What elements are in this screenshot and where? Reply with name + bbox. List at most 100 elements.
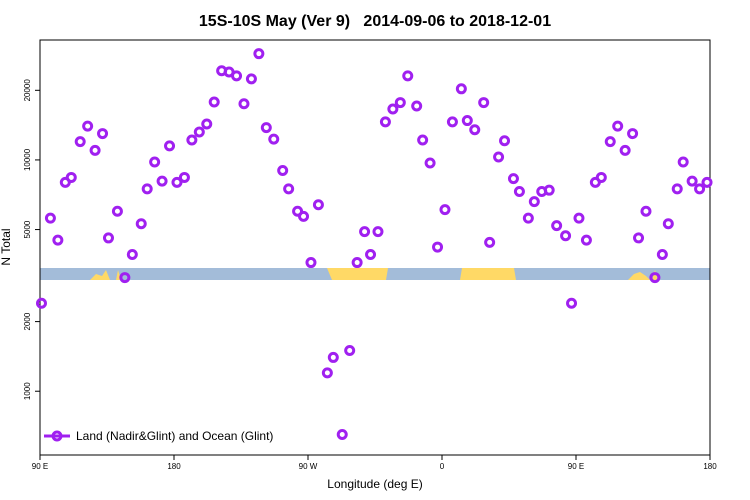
point bbox=[102, 232, 114, 244]
y-axis-title: N Total bbox=[0, 228, 13, 265]
point bbox=[507, 173, 519, 185]
point bbox=[528, 196, 540, 208]
point bbox=[394, 97, 406, 109]
point bbox=[253, 48, 265, 60]
y-tick-label: 5000 bbox=[23, 220, 32, 238]
x-tick-label: 0 bbox=[440, 462, 445, 471]
point bbox=[156, 175, 168, 187]
point bbox=[193, 126, 205, 138]
point bbox=[455, 83, 467, 95]
point bbox=[560, 230, 572, 242]
point bbox=[387, 103, 399, 115]
point bbox=[417, 134, 429, 146]
point bbox=[126, 249, 138, 261]
point bbox=[595, 171, 607, 183]
point bbox=[439, 204, 451, 216]
point bbox=[111, 205, 123, 217]
point bbox=[119, 272, 131, 284]
point bbox=[312, 199, 324, 211]
point bbox=[656, 249, 668, 261]
point bbox=[446, 116, 458, 128]
legend-marker bbox=[51, 430, 63, 442]
point bbox=[411, 100, 423, 112]
point bbox=[566, 297, 578, 309]
point bbox=[149, 156, 161, 168]
point bbox=[478, 97, 490, 109]
point bbox=[424, 157, 436, 169]
point bbox=[619, 144, 631, 156]
point bbox=[208, 96, 220, 108]
land-ocean-strip bbox=[40, 268, 710, 280]
point bbox=[686, 175, 698, 187]
y-tick-label: 1000 bbox=[23, 382, 32, 400]
point bbox=[551, 220, 563, 232]
point bbox=[238, 98, 250, 110]
legend-label: Land (Nadir&Glint) and Ocean (Glint) bbox=[76, 429, 273, 443]
point bbox=[171, 176, 183, 188]
point bbox=[135, 218, 147, 230]
x-tick-label: 90 E bbox=[32, 462, 48, 471]
point bbox=[89, 144, 101, 156]
point bbox=[277, 165, 289, 177]
point bbox=[379, 116, 391, 128]
point bbox=[245, 73, 257, 85]
point bbox=[612, 120, 624, 132]
point bbox=[305, 257, 317, 269]
point bbox=[604, 136, 616, 148]
point bbox=[178, 171, 190, 183]
x-tick-label: 90 W bbox=[299, 462, 318, 471]
point bbox=[694, 183, 706, 195]
x-tick-label: 90 E bbox=[568, 462, 584, 471]
point bbox=[52, 234, 64, 246]
point bbox=[321, 367, 333, 379]
point bbox=[74, 136, 86, 148]
x-tick-label: 180 bbox=[703, 462, 717, 471]
point bbox=[268, 133, 280, 145]
plot-frame bbox=[39, 39, 711, 456]
point bbox=[633, 232, 645, 244]
marks bbox=[35, 48, 713, 440]
point bbox=[402, 70, 414, 82]
point bbox=[97, 128, 109, 140]
point bbox=[344, 344, 356, 356]
point bbox=[372, 226, 384, 238]
point bbox=[484, 236, 496, 248]
point bbox=[662, 218, 674, 230]
y-tick-label: 10000 bbox=[23, 148, 32, 171]
point bbox=[493, 151, 505, 163]
y-tick-label: 2000 bbox=[23, 312, 32, 330]
point bbox=[260, 122, 272, 134]
x-axis-title: Longitude (deg E) bbox=[327, 477, 422, 491]
point bbox=[627, 128, 639, 140]
y-tick-label: 20000 bbox=[23, 79, 32, 102]
point bbox=[292, 205, 304, 217]
point bbox=[327, 351, 339, 363]
point bbox=[35, 297, 47, 309]
point bbox=[65, 171, 77, 183]
chart-title: 15S-10S May (Ver 9) 2014-09-06 to 2018-1… bbox=[199, 13, 551, 30]
point bbox=[432, 241, 444, 253]
point bbox=[201, 118, 213, 130]
point bbox=[44, 212, 56, 224]
point bbox=[701, 176, 713, 188]
point bbox=[283, 183, 295, 195]
point bbox=[231, 70, 243, 82]
point bbox=[336, 428, 348, 440]
point bbox=[351, 257, 363, 269]
point bbox=[573, 212, 585, 224]
point bbox=[513, 186, 525, 198]
x-tick-label: 180 bbox=[167, 462, 181, 471]
point bbox=[677, 156, 689, 168]
point bbox=[671, 183, 683, 195]
point bbox=[359, 226, 371, 238]
point bbox=[82, 120, 94, 132]
point bbox=[580, 234, 592, 246]
point bbox=[469, 124, 481, 136]
point bbox=[499, 135, 511, 147]
point bbox=[365, 249, 377, 261]
point bbox=[298, 210, 310, 222]
point bbox=[186, 134, 198, 146]
point bbox=[640, 205, 652, 217]
point bbox=[164, 140, 176, 152]
